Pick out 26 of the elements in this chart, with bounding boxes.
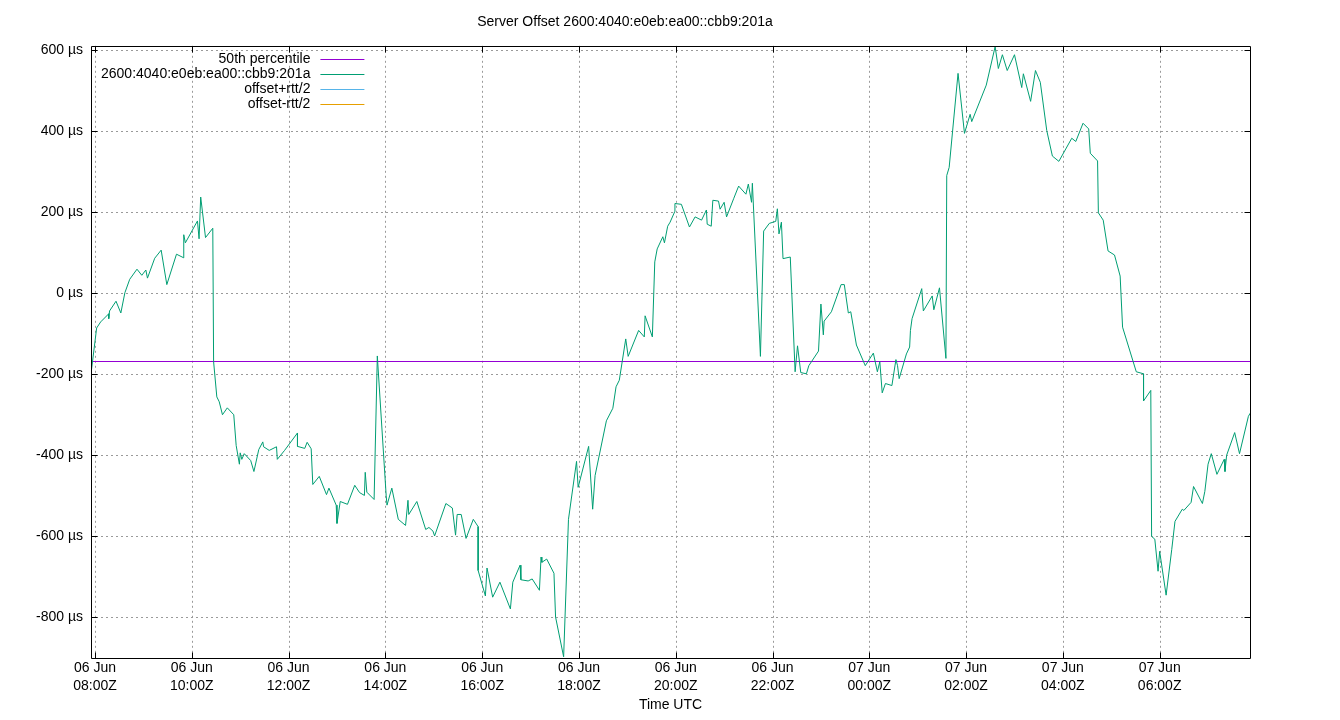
y-tick-label: -800 µs	[36, 608, 83, 625]
chart-title: Server Offset 2600:4040:e0eb:ea00::cbb9:201a	[477, 13, 773, 30]
legend-label: 2600:4040:e0eb:ea00::cbb9:201a	[101, 65, 311, 82]
y-tick-label: 400 µs	[40, 121, 83, 138]
x-tick-label: 06 Jun 16:00Z	[460, 658, 505, 694]
x-tick-label: 07 Jun 02:00Z	[944, 658, 989, 694]
y-tick-label: -200 µs	[36, 365, 83, 382]
y-tick-label: 200 µs	[40, 202, 83, 219]
legend-label: offset+rtt/2	[244, 80, 311, 97]
y-tick-label: 0 µs	[56, 283, 83, 300]
x-axis-title: Time UTC	[638, 696, 703, 713]
legend-label: 50th percentile	[218, 50, 311, 67]
x-tick-label: 07 Jun 06:00Z	[1137, 658, 1182, 694]
y-tick-label: -400 µs	[36, 446, 83, 463]
x-tick-label: 06 Jun 12:00Z	[266, 658, 311, 694]
x-tick-label: 06 Jun 10:00Z	[170, 658, 215, 694]
x-tick-label: 06 Jun 14:00Z	[363, 658, 408, 694]
x-tick-label: 06 Jun 08:00Z	[73, 658, 118, 694]
legend-label: offset-rtt/2	[247, 95, 311, 112]
x-tick-label: 07 Jun 00:00Z	[847, 658, 892, 694]
x-tick-label: 06 Jun 20:00Z	[653, 658, 698, 694]
x-tick-label: 06 Jun 22:00Z	[750, 658, 795, 694]
y-tick-label: 600 µs	[40, 40, 83, 57]
y-tick-label: -600 µs	[36, 527, 83, 544]
x-tick-label: 06 Jun 18:00Z	[557, 658, 602, 694]
x-tick-label: 07 Jun 04:00Z	[1041, 658, 1086, 694]
